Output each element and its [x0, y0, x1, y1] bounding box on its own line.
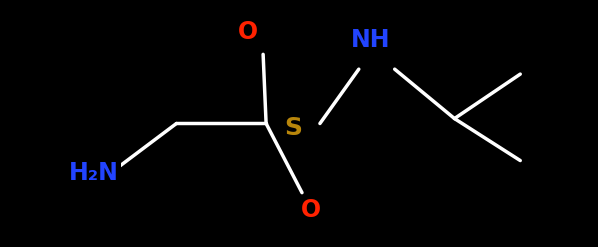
Text: S: S: [284, 116, 302, 141]
Text: NH: NH: [351, 27, 390, 52]
Text: H₂N: H₂N: [69, 161, 118, 185]
Text: O: O: [301, 198, 321, 222]
Text: O: O: [238, 20, 258, 44]
